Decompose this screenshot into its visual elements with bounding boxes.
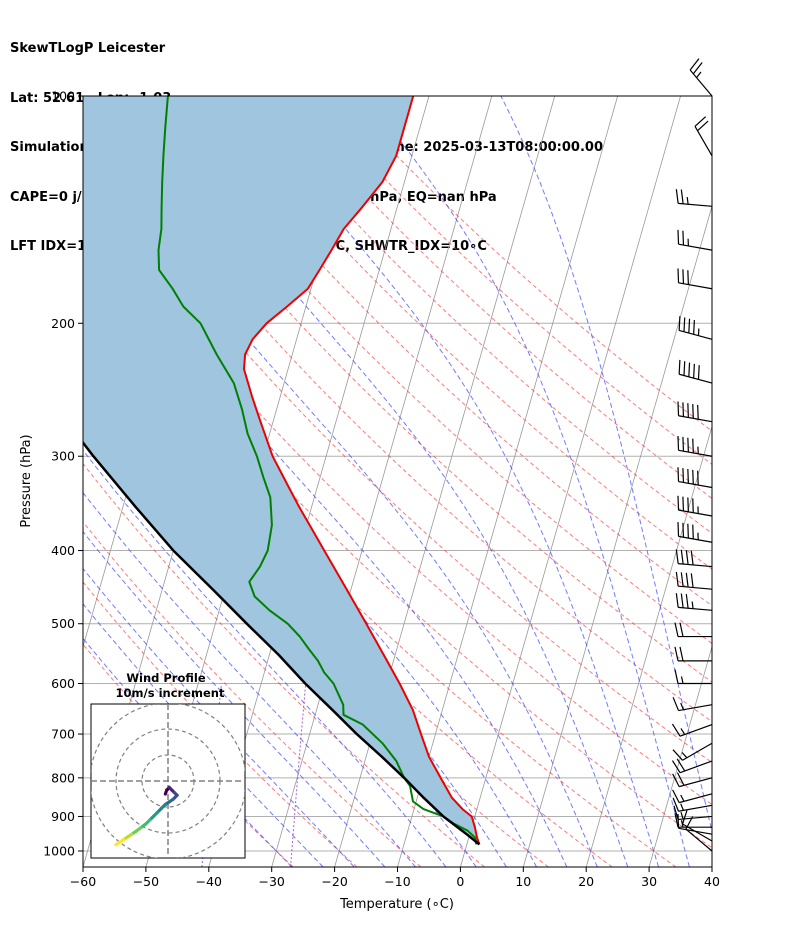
wind-barb	[674, 622, 712, 638]
y-tick-label: 100	[51, 89, 75, 104]
x-axis-label: Temperature (∘C)	[339, 897, 454, 912]
wind-barb	[677, 813, 713, 835]
dry-adiabat	[83, 462, 485, 867]
isotherm	[711, 865, 712, 867]
wind-barb	[674, 813, 712, 828]
wind-barb	[681, 810, 713, 842]
x-tick-label: −10	[384, 874, 410, 889]
dry-adiabat	[274, 96, 712, 500]
moist-adiabat	[83, 530, 386, 867]
y-axis-label: Pressure (hPa)	[19, 434, 34, 527]
wind-barb	[672, 797, 713, 812]
isotherm	[522, 204, 712, 867]
wind-barb	[694, 116, 713, 157]
moist-adiabat	[500, 96, 712, 834]
wind-barb	[671, 758, 713, 774]
wind-barb	[677, 435, 713, 457]
dry-adiabat	[83, 581, 358, 867]
x-tick-label: −50	[133, 874, 159, 889]
wind-barb	[674, 669, 712, 685]
y-tick-label: 700	[51, 727, 75, 742]
wind-barb	[677, 268, 713, 290]
moist-adiabat	[83, 449, 447, 867]
wind-barb	[677, 467, 713, 489]
wind-barb	[672, 789, 713, 804]
wind-barb	[671, 723, 713, 737]
wind-barb	[674, 646, 712, 662]
cape-cin-shading	[83, 96, 480, 845]
y-axis-ticks: 100 200 300 400 500 600 700 800 900 1000	[43, 89, 83, 859]
wind-barb	[677, 495, 713, 517]
isotherm	[460, 96, 681, 867]
wind-barb	[677, 522, 713, 543]
moist-adiabat	[83, 603, 324, 867]
cin-shading-area	[83, 96, 480, 845]
wind-barb	[675, 593, 713, 611]
mixing-ratio-line	[290, 683, 307, 867]
x-tick-label: −60	[70, 874, 96, 889]
wind-barb	[672, 742, 713, 761]
hodograph-segment	[114, 840, 122, 847]
chart-title: SkewTLogP Leicester	[10, 41, 166, 56]
x-tick-label: 20	[578, 874, 594, 889]
isotherm	[271, 96, 493, 867]
wind-barb	[672, 772, 713, 788]
parcel-line	[83, 440, 481, 846]
y-tick-label: 500	[51, 616, 75, 631]
isotherm	[334, 96, 556, 867]
inset-title: Wind Profile	[126, 671, 206, 685]
temperature-line	[243, 96, 481, 845]
dry-adiabat	[209, 96, 712, 570]
y-tick-label: 1000	[43, 844, 75, 859]
wind-barb	[678, 359, 713, 384]
x-tick-label: −20	[321, 874, 347, 889]
dry-adiabat	[339, 96, 712, 432]
x-tick-label: −40	[196, 874, 222, 889]
x-tick-label: −30	[259, 874, 285, 889]
profiles	[83, 96, 481, 846]
y-tick-label: 900	[51, 809, 75, 824]
dry-adiabat	[144, 96, 712, 644]
wind-profile-inset: Wind Profile 10m/s increment	[90, 671, 246, 859]
y-tick-label: 800	[51, 770, 75, 785]
dry-adiabat	[111, 96, 712, 683]
x-tick-label: 40	[704, 874, 720, 889]
isotherm	[775, 96, 794, 867]
isotherm	[585, 424, 712, 867]
isotherm	[648, 645, 712, 867]
y-tick-label: 300	[51, 449, 75, 464]
x-tick-label: 30	[641, 874, 657, 889]
y-tick-label: 400	[51, 543, 75, 558]
wind-barbs	[671, 58, 713, 852]
wind-barb	[673, 805, 713, 821]
wind-barb	[675, 549, 713, 568]
y-tick-label: 200	[51, 316, 75, 331]
wind-barb	[689, 58, 713, 97]
y-tick-label: 600	[51, 676, 75, 691]
moist-adiabat	[136, 96, 629, 867]
x-tick-label: 10	[515, 874, 531, 889]
wind-barb	[677, 401, 713, 423]
x-axis-ticks: −60 −50 −40 −30 −20 −10 0 10 20 30 40	[70, 867, 720, 889]
dry-adiabat	[83, 99, 712, 723]
wind-barb	[677, 229, 713, 251]
wind-barb	[678, 316, 713, 340]
wind-barb	[672, 697, 713, 712]
dry-adiabat	[83, 521, 422, 867]
moist-adiabat	[83, 126, 598, 867]
moist-adiabat	[83, 491, 416, 867]
x-tick-label: 0	[456, 874, 464, 889]
moist-adiabat	[234, 96, 660, 867]
moist-adiabat	[83, 567, 355, 867]
wind-barb	[675, 189, 713, 207]
dry-adiabat	[242, 96, 712, 534]
wind-barb	[675, 571, 713, 590]
inset-subtitle: 10m/s increment	[116, 686, 225, 700]
moist-adiabat	[364, 96, 690, 867]
